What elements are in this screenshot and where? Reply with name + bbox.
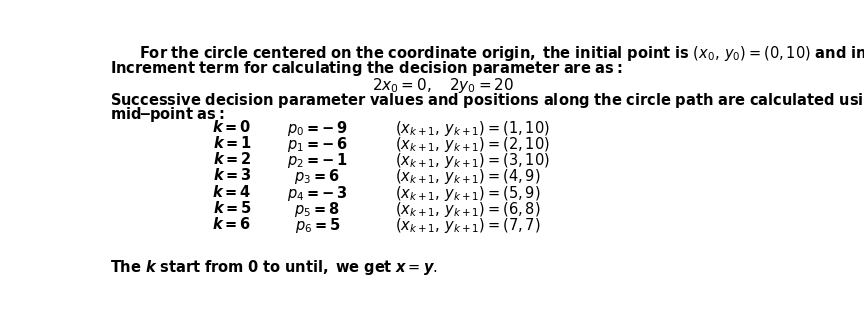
Text: $\boldsymbol{p_{1}}\mathbf{=\!-}\mathbf{6}$: $\boldsymbol{p_{1}}\mathbf{=\!-}\mathbf{…	[287, 135, 348, 154]
Text: $(x_{k+1},\,y_{k+1})=(2,10)$: $(x_{k+1},\,y_{k+1})=(2,10)$	[395, 135, 550, 154]
Text: $\boldsymbol{k}\mathbf{=0}$: $\boldsymbol{k}\mathbf{=0}$	[213, 119, 251, 135]
Text: $\mathbf{For\ the\ circle\ centered\ on\ the\ coordinate\ origin,\ the\ initial\: $\mathbf{For\ the\ circle\ centered\ on\…	[139, 44, 864, 63]
Text: $\boldsymbol{p_{3}}\mathbf{=}\mathbf{6}$: $\boldsymbol{p_{3}}\mathbf{=}\mathbf{6}$	[295, 167, 340, 186]
Text: $\boldsymbol{k}\mathbf{=5}$: $\boldsymbol{k}\mathbf{=5}$	[213, 200, 251, 216]
Text: $(x_{k+1},\,y_{k+1})=(1,10)$: $(x_{k+1},\,y_{k+1})=(1,10)$	[395, 119, 550, 138]
Text: $\boldsymbol{k}\mathbf{=4}$: $\boldsymbol{k}\mathbf{=4}$	[213, 183, 251, 200]
Text: $2x_0=0,\quad 2y_0=20$: $2x_0=0,\quad 2y_0=20$	[372, 76, 514, 95]
Text: $(x_{k+1},\,y_{k+1})=(6,8)$: $(x_{k+1},\,y_{k+1})=(6,8)$	[395, 200, 540, 219]
Text: $\boldsymbol{p_{4}}\mathbf{=\!-}\mathbf{3}$: $\boldsymbol{p_{4}}\mathbf{=\!-}\mathbf{…	[287, 183, 347, 203]
Text: $\mathbf{mid\!\!-\!\!point\ as:}$: $\mathbf{mid\!\!-\!\!point\ as:}$	[110, 105, 224, 124]
Text: $\boldsymbol{k}\mathbf{=1}$: $\boldsymbol{k}\mathbf{=1}$	[213, 135, 251, 151]
Text: $\boldsymbol{k}\mathbf{=6}$: $\boldsymbol{k}\mathbf{=6}$	[213, 216, 251, 232]
Text: $(x_{k+1},\,y_{k+1})=(3,10)$: $(x_{k+1},\,y_{k+1})=(3,10)$	[395, 151, 550, 170]
Text: $(x_{k+1},\,y_{k+1})=(4,9)$: $(x_{k+1},\,y_{k+1})=(4,9)$	[395, 167, 540, 186]
Text: $\mathbf{Successive\ decision\ parameter\ values\ and\ positions\ along\ the\ ci: $\mathbf{Successive\ decision\ parameter…	[110, 91, 864, 110]
Text: $\boldsymbol{p_{5}}\mathbf{=}\mathbf{8}$: $\boldsymbol{p_{5}}\mathbf{=}\mathbf{8}$	[295, 200, 340, 219]
Text: $\mathbf{Increment\ term\ for\ calculating\ the\ decision\ parameter\ are\ as:}$: $\mathbf{Increment\ term\ for\ calculati…	[110, 59, 622, 78]
Text: $\boldsymbol{k}\mathbf{=3}$: $\boldsymbol{k}\mathbf{=3}$	[213, 167, 251, 183]
Text: $\boldsymbol{p_{2}}\mathbf{=\!-}\mathbf{1}$: $\boldsymbol{p_{2}}\mathbf{=\!-}\mathbf{…	[287, 151, 348, 170]
Text: $\boldsymbol{k}\mathbf{=2}$: $\boldsymbol{k}\mathbf{=2}$	[213, 151, 251, 167]
Text: $\boldsymbol{p_{6}}\mathbf{=}\mathbf{5}$: $\boldsymbol{p_{6}}\mathbf{=}\mathbf{5}$	[295, 216, 340, 235]
Text: $(x_{k+1},\,y_{k+1})=(7,7)$: $(x_{k+1},\,y_{k+1})=(7,7)$	[395, 216, 540, 235]
Text: $(x_{k+1},\,y_{k+1})=(5,9)$: $(x_{k+1},\,y_{k+1})=(5,9)$	[395, 183, 540, 203]
Text: $\boldsymbol{p_{0}}\mathbf{=\!-}\mathbf{9}$: $\boldsymbol{p_{0}}\mathbf{=\!-}\mathbf{…	[287, 119, 348, 138]
Text: $\mathbf{The}\ \boldsymbol{k}\ \mathbf{start\ from\ 0\ to\ until,\ we\ get}\ \bo: $\mathbf{The}\ \boldsymbol{k}\ \mathbf{s…	[110, 258, 437, 277]
